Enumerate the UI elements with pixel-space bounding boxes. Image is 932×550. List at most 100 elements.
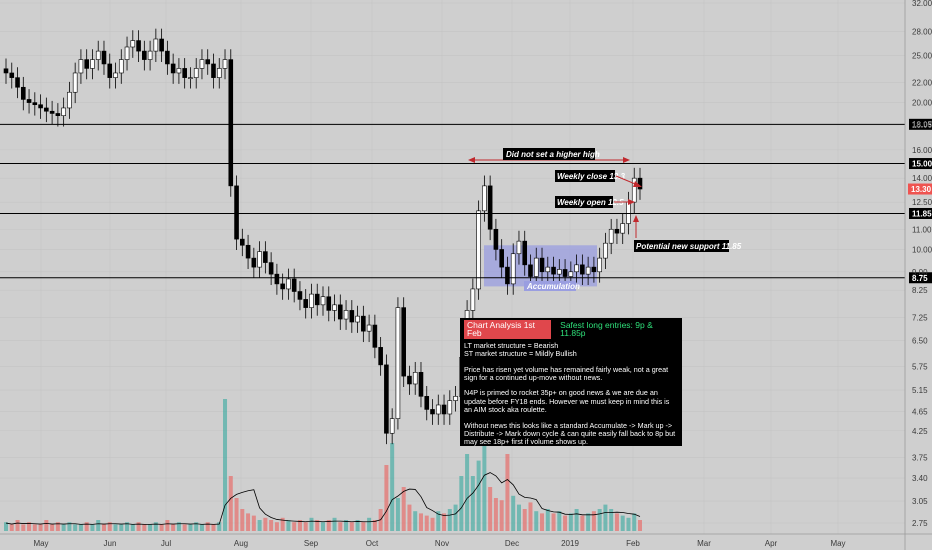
candle (44, 97, 49, 123)
time-tick-label: Jul (161, 539, 171, 548)
candle (597, 247, 602, 283)
volume-bar (516, 504, 521, 531)
candle (557, 259, 562, 286)
price-tick-label: 3.75 (912, 453, 928, 462)
candle (516, 230, 522, 265)
volume-bar (274, 522, 279, 531)
candle (355, 305, 360, 333)
price-tick-label: 10.00 (912, 245, 932, 254)
candle (343, 300, 349, 330)
candle (591, 256, 597, 283)
volume-bar (292, 522, 297, 531)
current-price-tag-bg (908, 183, 932, 195)
candle (366, 314, 372, 343)
time-tick-label: Apr (765, 539, 778, 548)
candle (84, 49, 89, 80)
volume-bar (257, 520, 262, 531)
volume-bar (217, 522, 222, 531)
candle (551, 256, 556, 286)
time-tick-label: May (33, 539, 48, 548)
candle (147, 40, 153, 71)
candle (309, 283, 314, 319)
volume-bar (413, 511, 418, 531)
weekly-open-arrow-head (628, 199, 635, 205)
volume-bar (9, 524, 14, 531)
candle (297, 281, 303, 311)
time-tick-label: Sep (304, 539, 319, 548)
volume-bar (407, 504, 412, 531)
candle (251, 247, 257, 278)
candle (332, 294, 337, 322)
volume-bar (332, 517, 337, 531)
price-axis[interactable]: 32.00 28.00 25.00 22.00 20.00 18.00 16.00 14.00… (904, 0, 932, 550)
candle (620, 213, 626, 245)
volume-bar (234, 498, 239, 531)
analysis-title: Chart Analysis 1st Feb (464, 320, 552, 339)
candle (20, 76, 26, 111)
volume-bar (505, 454, 510, 531)
candle (101, 40, 107, 75)
volume-bar (61, 524, 66, 531)
volume-bar (96, 520, 101, 531)
candle (142, 40, 147, 71)
volume-bar (551, 513, 556, 531)
candle (539, 247, 545, 283)
price-tick-label: 22.00 (912, 78, 932, 87)
price-tick-label: 9.00 (912, 268, 928, 277)
candle (32, 92, 38, 116)
candle (118, 49, 124, 84)
candle (320, 286, 326, 316)
volume-bar (626, 517, 631, 531)
volume-bar (240, 509, 245, 531)
candle (441, 394, 447, 425)
time-tick-label: Jun (104, 539, 117, 548)
candle (337, 294, 343, 330)
volume-bar (528, 502, 533, 531)
volume-bar (4, 522, 8, 531)
volume-bar (418, 513, 423, 531)
price-tick-label: 5.75 (912, 363, 928, 372)
volume-bar (165, 520, 170, 531)
volume-bar (32, 524, 37, 531)
candle (303, 289, 309, 319)
volume-bar (15, 520, 20, 531)
volume-bar (228, 476, 233, 531)
volume-bar (136, 522, 141, 531)
volume-bar (620, 515, 625, 531)
volume-bar (534, 511, 539, 531)
candle (614, 218, 620, 245)
candle (274, 263, 280, 295)
candle (78, 49, 84, 84)
volume-bar (632, 513, 637, 531)
new-support-label-bg (634, 240, 729, 252)
analysis-lt-structure: LT market structure = Bearish (464, 340, 559, 350)
level-tag-bg (909, 207, 932, 219)
current-price-tag: 13.30 (911, 185, 932, 194)
price-tick-label: 6.50 (912, 337, 928, 346)
price-tick-label: 4.65 (912, 408, 928, 417)
candle (170, 53, 176, 84)
candle (412, 361, 418, 395)
volume-bar (430, 517, 435, 531)
volume-bar (73, 524, 78, 531)
candles (3, 28, 643, 445)
volume-bar (107, 522, 112, 531)
candle (580, 254, 585, 286)
volume-bar (476, 460, 481, 531)
price-tick-label: 28.00 (912, 27, 932, 36)
time-axis[interactable]: May Jun Jul Aug Sep Oct Nov Dec 2019 Feb Mar Apr May (0, 533, 932, 548)
weekly-close-label: Weekly close 13.3 (557, 172, 625, 181)
volume-bar (522, 509, 527, 531)
volume-bar (223, 399, 228, 531)
volume-bar (597, 509, 602, 531)
volume-bar (309, 517, 314, 531)
weekly-open-label: Weekly open 12.5 (557, 198, 624, 207)
new-support-arrow-head (633, 215, 639, 222)
volume-bar (540, 513, 545, 531)
candle (165, 40, 170, 75)
volume-bar (580, 515, 585, 531)
volume-bar (367, 517, 372, 531)
candle (199, 49, 205, 80)
volume-bar (182, 524, 187, 531)
